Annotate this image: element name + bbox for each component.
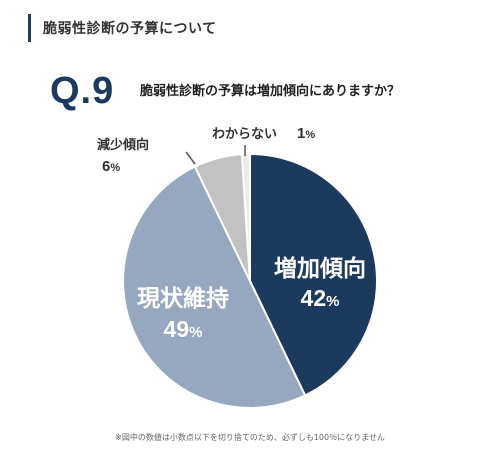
pie-slice-0 <box>249 152 378 397</box>
slice-label-0: 増加傾向 <box>274 255 366 282</box>
footnote: ※図中の数値は小数点以下を切り捨てのため、必ずしも100％になりません <box>115 433 385 442</box>
slice-label-2: 減少傾向 <box>97 137 149 153</box>
slice-label-1: 現状維持 <box>137 285 229 312</box>
section-header: 脆弱性診断の予算について <box>28 14 217 42</box>
slice-value-2: 6% <box>102 158 120 175</box>
slice-value-1: 49% <box>164 316 203 342</box>
question-number: Q.9 <box>50 70 115 112</box>
slice-label-3: わからない <box>212 127 277 142</box>
section-title: 脆弱性診断の予算について <box>43 21 217 37</box>
pie-slice-1 <box>122 165 307 409</box>
pie-slice-3 <box>240 152 251 282</box>
slice-value-0: 42% <box>301 285 340 311</box>
leader-line-2 <box>185 151 196 165</box>
question-text: 脆弱性診断の予算は増加傾向にありますか？ <box>140 84 401 99</box>
slice-value-3: 1% <box>297 125 315 142</box>
